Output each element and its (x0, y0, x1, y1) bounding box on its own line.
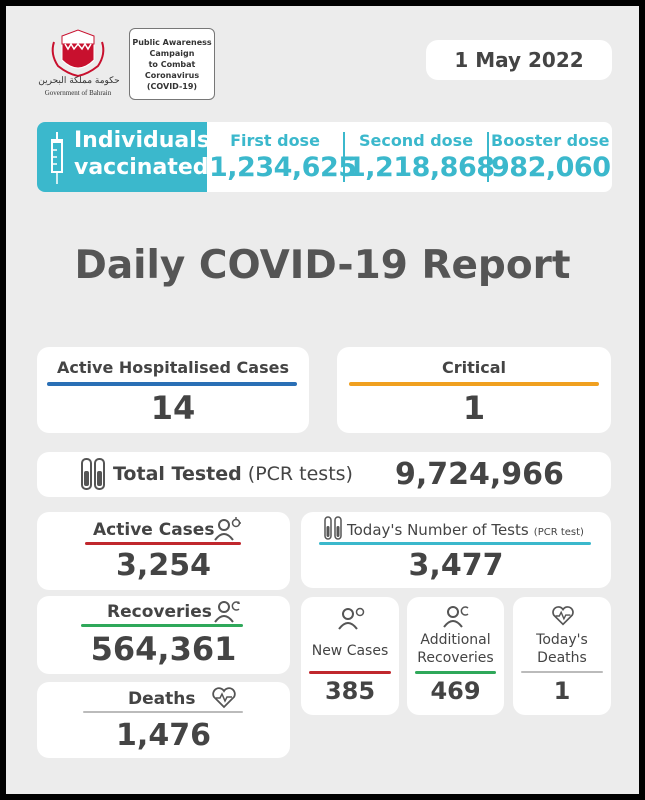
emblem-icon (51, 29, 105, 78)
todays-tests-sublabel: (PCR test) (533, 527, 584, 538)
people-virus-icon (338, 607, 365, 630)
additional-recoveries-card: Additional Recoveries 469 (407, 597, 504, 715)
vaccinated-header: Individuals vaccinated (37, 122, 210, 192)
additional-recoveries-label-line1: Additional (420, 632, 491, 648)
todays-deaths-label: Today's Deaths (513, 631, 611, 667)
people-virus-icon (214, 517, 241, 541)
teal-underline (319, 542, 591, 545)
test-tubes-icon (324, 516, 342, 540)
critical-value: 1 (462, 389, 486, 427)
report-date: 1 May 2022 (426, 40, 612, 80)
syringe-icon (51, 132, 63, 184)
new-cases-card: New Cases 385 (301, 597, 399, 715)
divider (343, 132, 345, 182)
total-tested-label: Total Tested (113, 463, 242, 485)
blue-underline (47, 382, 297, 386)
critical-label: Critical (441, 358, 506, 377)
grey-underline (83, 711, 243, 713)
active-cases-card: Active Cases 3,254 (37, 512, 290, 590)
vaccinated-label-line2: vaccinated (74, 155, 209, 180)
todays-tests-card: Today's Number of Tests (PCR test) 3,477 (301, 512, 611, 588)
heart-pulse-icon (552, 606, 574, 626)
deaths-value: 1,476 (116, 718, 211, 753)
todays-tests-label: Today's Number of Tests (347, 521, 529, 539)
green-underline (81, 624, 243, 627)
campaign-badge: Public Awareness Campaign to Combat Coro… (129, 28, 215, 100)
active-cases-value: 3,254 (116, 548, 211, 583)
second-dose-value: 1,218,868 (347, 152, 495, 183)
total-tested-card: Total Tested (PCR tests) 9,724,966 (37, 452, 611, 497)
hospitalised-label: Active Hospitalised Cases (57, 358, 289, 377)
additional-recoveries-value: 469 (430, 677, 481, 705)
todays-deaths-label-line1: Today's (536, 632, 588, 648)
hospitalised-card: Active Hospitalised Cases 14 (37, 347, 309, 433)
todays-tests-title: Today's Number of Tests (PCR test) (347, 520, 584, 539)
first-dose-value: 1,234,625 (209, 152, 357, 183)
total-tested-value: 9,724,966 (395, 457, 564, 492)
report-title: Daily COVID-19 Report (74, 243, 571, 288)
additional-recoveries-label-line2: Recoveries (417, 650, 494, 666)
logo-arabic-text: حكومة مملكة البحرين (38, 76, 120, 86)
first-dose-label: First dose (230, 131, 320, 150)
red-underline (85, 542, 241, 545)
new-cases-label: New Cases (311, 643, 389, 659)
todays-deaths-value: 1 (553, 677, 571, 705)
grey-underline (521, 671, 603, 673)
recoveries-value: 564,361 (90, 630, 237, 668)
first-dose: First dose 1,234,625 (209, 122, 357, 192)
todays-tests-value: 3,477 (408, 548, 504, 583)
booster-dose-value: 982,060 (491, 152, 611, 183)
green-underline (415, 671, 496, 674)
second-dose: Second dose 1,218,868 (347, 122, 495, 192)
people-recovery-icon (214, 601, 240, 623)
vaccinated-label-line1: Individuals (74, 128, 210, 153)
logo-caption: Government of Bahrain (44, 89, 112, 97)
deaths-card: Deaths 1,476 (37, 682, 290, 758)
total-tested-sublabel: (PCR tests) (247, 463, 353, 485)
government-logo: حكومة مملكة البحرين Government of Bahrai… (32, 26, 124, 102)
second-dose-label: Second dose (358, 131, 474, 150)
additional-recoveries-label: Additional Recoveries (407, 631, 504, 667)
orange-underline (349, 382, 599, 386)
critical-card: Critical 1 (337, 347, 611, 433)
todays-deaths-label-line2: Deaths (537, 650, 587, 666)
active-cases-label: Active Cases (93, 520, 215, 540)
deaths-label: Deaths (128, 689, 196, 709)
divider (487, 132, 489, 182)
booster-dose: Booster dose 982,060 (491, 122, 611, 192)
people-recovery-icon (443, 606, 469, 628)
red-underline (309, 671, 391, 674)
todays-deaths-card: Today's Deaths 1 (513, 597, 611, 715)
vaccination-banner: Individuals vaccinated First dose 1,234,… (37, 122, 612, 192)
test-tubes-icon (81, 458, 105, 490)
new-cases-value: 385 (324, 677, 376, 705)
heart-pulse-icon (212, 687, 236, 709)
recoveries-label: Recoveries (107, 602, 212, 622)
hospitalised-value: 14 (150, 389, 196, 427)
recoveries-card: Recoveries 564,361 (37, 596, 290, 674)
total-tested-title: Total Tested (PCR tests) (113, 463, 353, 485)
booster-dose-label: Booster dose (491, 131, 610, 150)
